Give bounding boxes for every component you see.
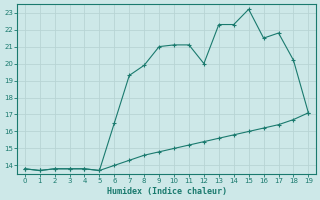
X-axis label: Humidex (Indice chaleur): Humidex (Indice chaleur) — [107, 187, 227, 196]
